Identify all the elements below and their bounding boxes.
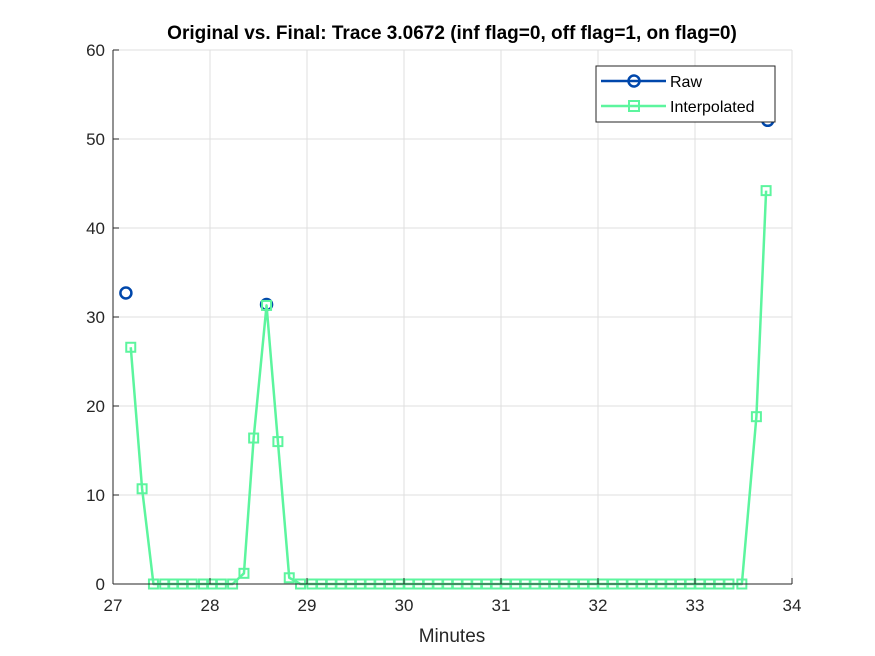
x-axis-title: Minutes <box>419 626 486 647</box>
tick-labels: 27 28 29 30 31 32 33 34 0 10 20 30 40 50 60 <box>86 41 801 615</box>
legend-box <box>595 65 776 123</box>
y-tick-label: 40 <box>86 219 105 238</box>
legend-interpolated-label: Interpolated <box>670 99 755 116</box>
x-tick-label: 27 <box>104 596 123 615</box>
data-point-interpolated <box>272 436 284 448</box>
data-point-interpolated <box>125 341 137 353</box>
x-tick-label: 28 <box>201 596 220 615</box>
legend-raw-label: Raw <box>670 74 702 91</box>
data-point-interpolated <box>283 572 295 584</box>
data-point-raw <box>119 286 133 300</box>
data-point-interpolated <box>136 483 148 495</box>
x-tick-label: 29 <box>298 596 317 615</box>
chart-title: Original vs. Final: Trace 3.0672 (inf fl… <box>167 23 737 44</box>
data-point-interpolated <box>760 185 772 197</box>
grid-lines <box>112 49 793 585</box>
data-point-interpolated <box>750 411 762 423</box>
legend-raw-marker <box>627 74 641 88</box>
data-point-interpolated <box>261 299 273 311</box>
y-tick-label: 10 <box>86 486 105 505</box>
x-tick-label: 31 <box>492 596 511 615</box>
y-tick-label: 60 <box>86 41 105 60</box>
x-tick-label: 33 <box>686 596 705 615</box>
y-tick-label: 20 <box>86 397 105 416</box>
y-tick-label: 30 <box>86 308 105 327</box>
x-tick-label: 30 <box>395 596 414 615</box>
y-tick-label: 50 <box>86 130 105 149</box>
data-point-interpolated <box>238 567 250 579</box>
axes <box>112 49 793 585</box>
legend-interpolated-marker <box>628 100 640 112</box>
x-tick-label: 34 <box>783 596 802 615</box>
legend: Raw Interpolated <box>595 65 776 123</box>
x-tick-label: 32 <box>589 596 608 615</box>
y-tick-label: 0 <box>96 575 105 594</box>
data-point-interpolated <box>248 432 260 444</box>
